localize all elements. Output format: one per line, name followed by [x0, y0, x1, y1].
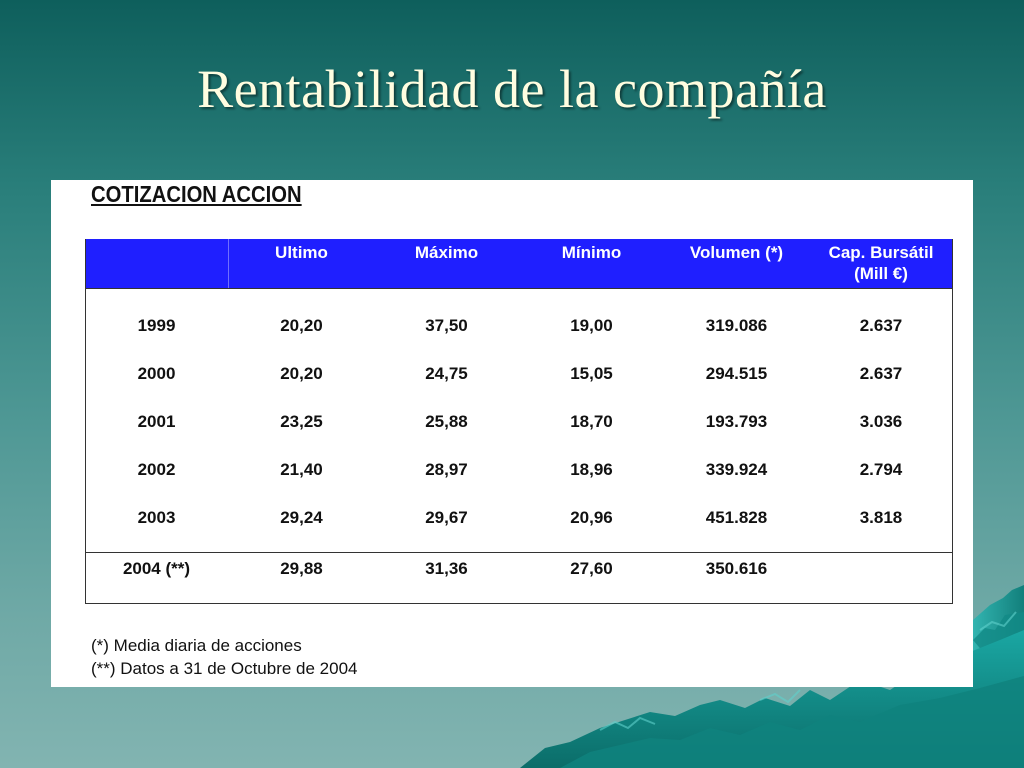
- cell-cap: 2.637: [859, 316, 903, 335]
- stock-quote-sheet: COTIZACION ACCION Ultimo Máximo Mínimo V…: [51, 180, 973, 687]
- cell-maximo: 37,50: [425, 316, 468, 335]
- cell-minimo: 18,96: [570, 460, 613, 479]
- cell-minimo: 18,70: [570, 412, 613, 431]
- cell-year: 2001: [137, 412, 176, 431]
- footnote-volume: (*) Media diaria de acciones: [91, 636, 302, 655]
- table-border-left: [85, 239, 86, 604]
- table-header: Ultimo Máximo Mínimo Volumen (*) Cap. Bu…: [85, 239, 953, 288]
- sheet-heading: COTIZACION ACCION: [91, 181, 302, 207]
- cell-minimo: 20,96: [570, 508, 613, 527]
- cell-year: 2004 (**): [122, 559, 191, 578]
- cell-minimo: 19,00: [570, 316, 613, 335]
- header-cap-line2: (Mill €): [854, 264, 908, 283]
- slide-title: Rentabilidad de la compañía: [197, 59, 827, 119]
- cell-cap: 3.818: [859, 508, 903, 527]
- cell-ultimo: 29,88: [280, 559, 323, 578]
- cell-maximo: 29,67: [425, 508, 468, 527]
- header-divider: [228, 239, 229, 288]
- cell-volumen: 319.086: [705, 316, 768, 335]
- table-border-bottom: [85, 603, 953, 604]
- header-ultimo: Ultimo: [275, 243, 328, 262]
- cell-maximo: 25,88: [425, 412, 468, 431]
- quote-table: Ultimo Máximo Mínimo Volumen (*) Cap. Bu…: [85, 239, 953, 604]
- cell-maximo: 28,97: [425, 460, 468, 479]
- total-row-separator: [85, 552, 953, 553]
- header-volumen: Volumen (*): [689, 243, 784, 262]
- cell-cap: 2.637: [859, 364, 903, 383]
- header-maximo: Máximo: [414, 243, 479, 262]
- header-minimo: Mínimo: [561, 243, 622, 262]
- cell-volumen: 451.828: [705, 508, 768, 527]
- cell-year: 2003: [137, 508, 176, 527]
- cell-ultimo: 23,25: [280, 412, 323, 431]
- cell-year: 2000: [137, 364, 176, 383]
- footnote-date: (**) Datos a 31 de Octubre de 2004: [91, 659, 358, 678]
- cell-year: 2002: [137, 460, 176, 479]
- cell-maximo: 24,75: [425, 364, 468, 383]
- header-cap-line1: Cap. Bursátil: [828, 243, 934, 262]
- cell-ultimo: 20,20: [280, 364, 323, 383]
- cell-cap: 2.794: [859, 460, 903, 479]
- table-border-right: [952, 239, 953, 604]
- cell-maximo: 31,36: [425, 559, 468, 578]
- cell-ultimo: 29,24: [280, 508, 323, 527]
- cell-minimo: 15,05: [570, 364, 613, 383]
- cell-ultimo: 21,40: [280, 460, 323, 479]
- cell-volumen: 350.616: [705, 559, 768, 578]
- header-cap-bursatil: Cap. Bursátil (Mill €): [809, 242, 953, 284]
- cell-year: 1999: [137, 316, 176, 335]
- cell-volumen: 193.793: [705, 412, 768, 431]
- cell-volumen: 339.924: [705, 460, 768, 479]
- cell-ultimo: 20,20: [280, 316, 323, 335]
- cell-minimo: 27,60: [570, 559, 613, 578]
- cell-volumen: 294.515: [705, 364, 768, 383]
- header-bottom-line: [85, 288, 953, 289]
- cell-cap: 3.036: [859, 412, 903, 431]
